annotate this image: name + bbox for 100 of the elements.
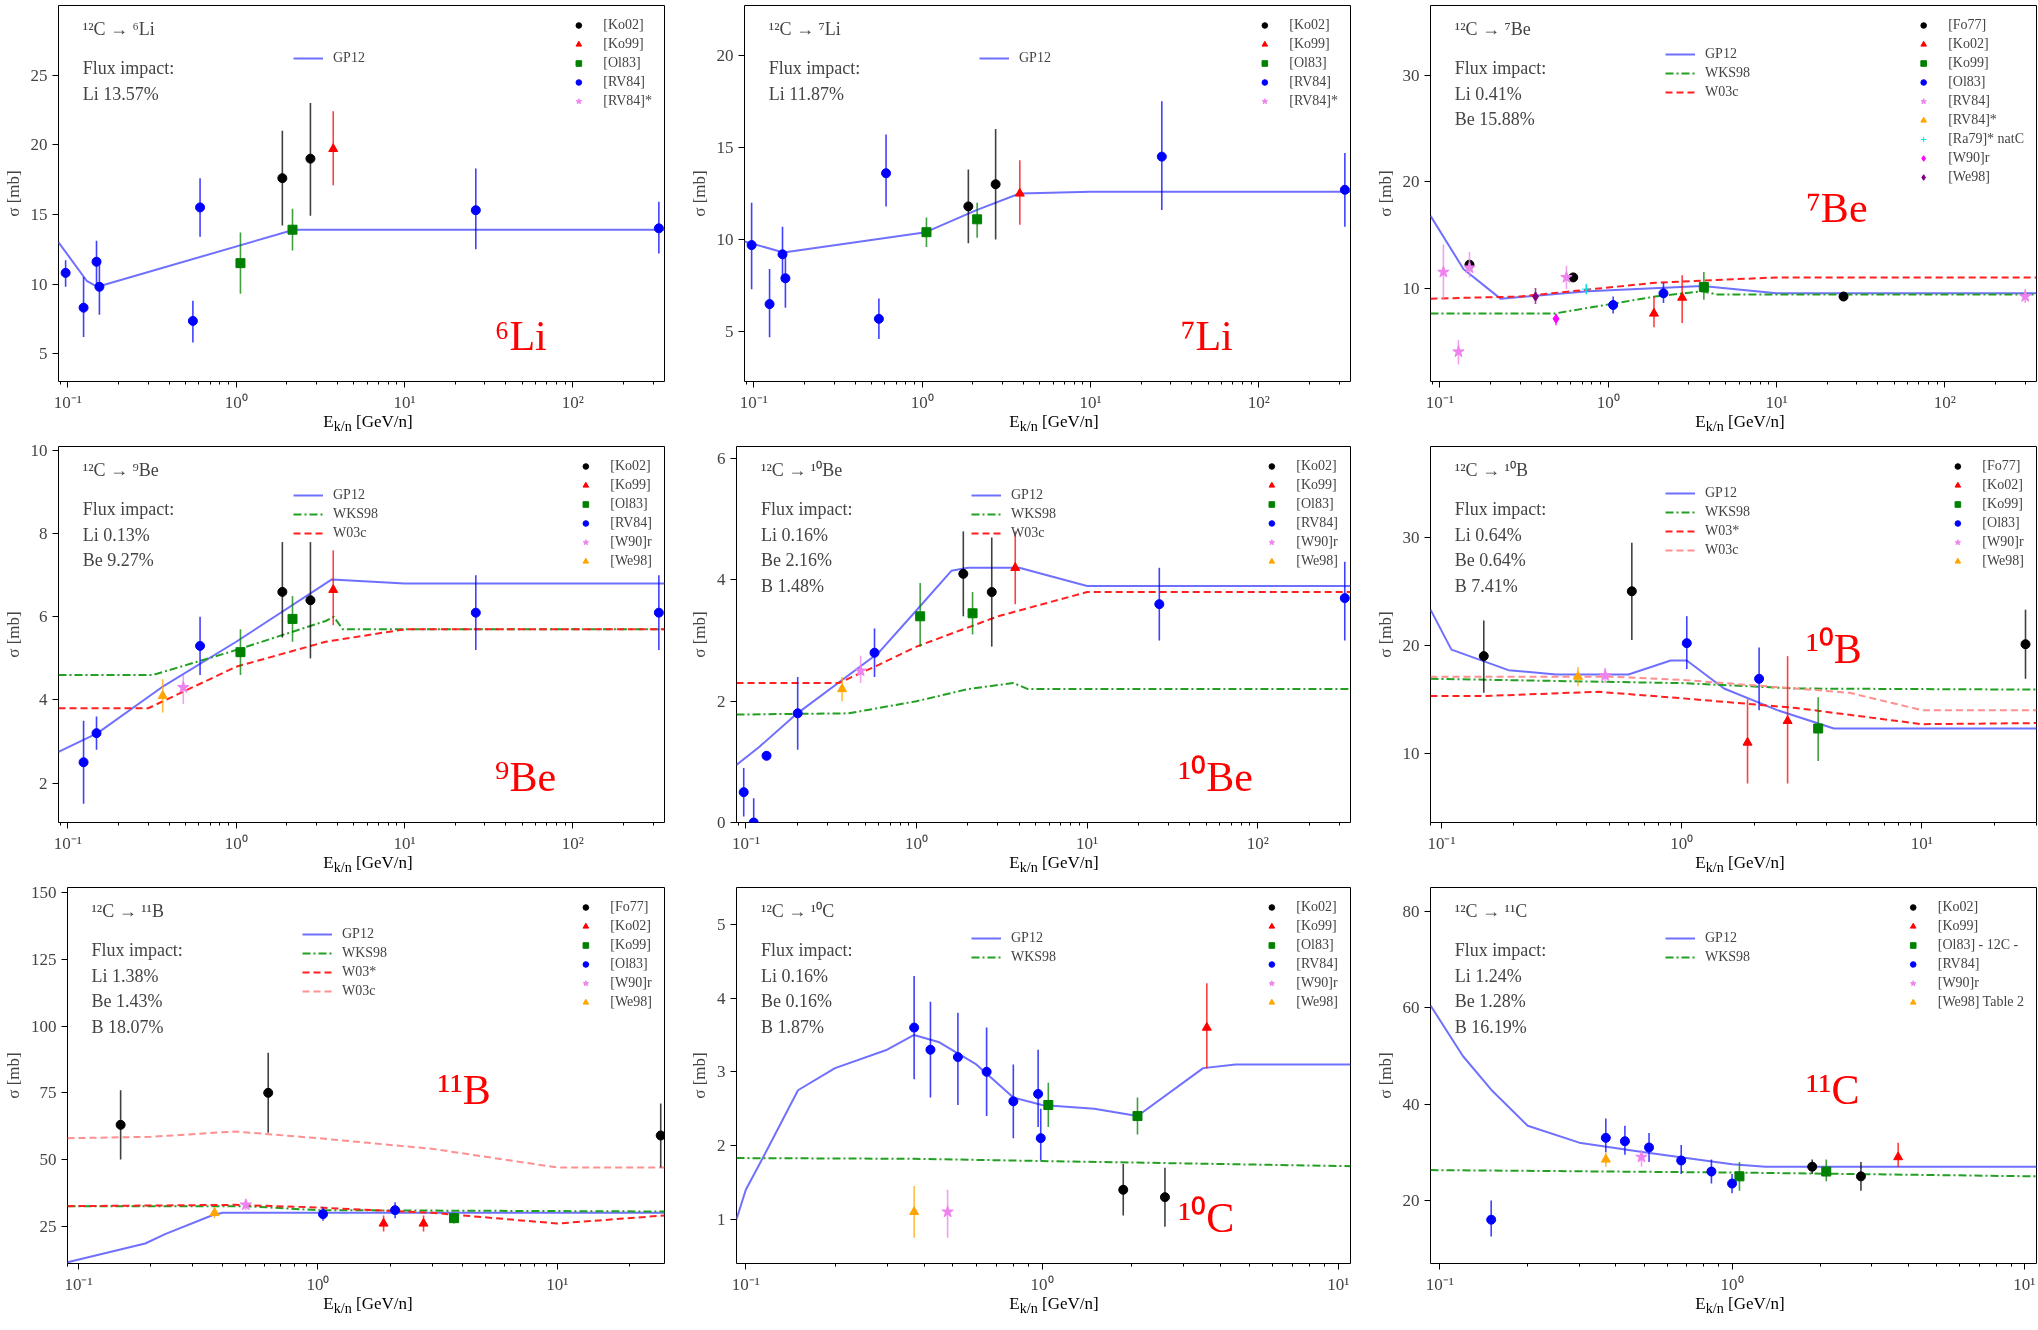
annotation: Li 13.57% [82,83,159,104]
y-tick-label: 10 [30,441,48,461]
legend-label: [W90]r [1948,150,1990,166]
legend-label: W03c [1705,84,1739,100]
legend-label: [Ko99] [1982,496,2023,512]
legend-label: WKS98 [1011,949,1057,965]
text: ¹⁰C [1178,1194,1235,1241]
annotation: Li 0.16% [761,965,829,986]
legend-label: [Ko99] [1948,55,1989,71]
text: ¹²C → ¹¹C [1454,900,1528,921]
y-tick-label: 80 [1402,902,1420,922]
x-tick-label: 10⁻¹ [64,1274,93,1294]
y-tick-label: 15 [30,204,48,224]
legend-label: [Ko99] [1937,918,1979,934]
x-tick-label: 10¹ [1079,392,1102,412]
y-tick-label: 25 [39,1216,57,1236]
x-tick-label: 10⁻¹ [739,392,768,412]
annotation: Flux impact: [1454,499,1547,520]
legend-label: [Ko02] [1948,36,1989,52]
x-tick-label: 10¹ [1327,1274,1350,1294]
legend-label: [Ko02] [1937,899,1979,915]
x-axis-title: E$_{k/n}$ [GeV/n] [323,852,413,878]
x-axis-title: E$_{k/n}$ [GeV/n] [1009,852,1099,878]
legend-label: [Fo77] [610,899,649,915]
y-tick-label: 4 [39,690,48,710]
text: ¹²C → ⁷Be [1454,18,1531,39]
y-tick-label: 50 [39,1150,57,1169]
x-axis-title: E$_{k/n}$ [GeV/n] [1009,411,1099,437]
legend-label: [We98] [1296,553,1338,569]
legend-label: [Ko02] [1296,899,1337,915]
annotation: Be 9.27% [82,550,154,571]
y-tick-label: 150 [31,883,57,903]
x-axis-title: E$_{k/n}$ [GeV/n] [1695,1293,1785,1319]
legend-label: GP12 [333,487,365,503]
y-tick-label: 10 [1402,743,1420,763]
legend-label: [Ko02] [610,918,651,934]
y-axis-title: σ [mb] [4,1052,23,1099]
legend-label: GP12 [1011,930,1043,946]
x-tick-label: 10¹ [1910,833,1933,853]
y-tick-label: 25 [30,65,48,85]
legend-label: [We98] Table 2 [1937,994,2024,1010]
x-tick-label: 10⁻¹ [1425,392,1454,412]
annotation: Be 15.88% [1454,109,1535,130]
y-tick-label: 100 [31,1016,57,1036]
legend-label: W03c [1011,525,1045,541]
x-tick-label: 10² [1247,392,1270,412]
y-tick-label: 20 [716,45,734,65]
x-tick-label: 10¹ [393,392,416,412]
legend-label: [RV84]* [603,93,652,109]
text: ¹²C → ⁹Be [82,459,159,480]
text: ¹²C → ¹¹B [91,900,164,921]
x-tick-label: 10² [1933,392,1956,412]
legend-label: [Ko02] [610,458,651,474]
text: ⁷Be [1806,185,1868,232]
y-tick-label: 40 [1402,1094,1420,1114]
legend-label: [Ra79]* natC [1948,131,2024,147]
legend-label: [W90]r [610,534,652,550]
legend-label: [RV84] [1937,956,1980,972]
y-tick-label: 1 [717,1209,726,1229]
legend-label: [Ko02] [1296,458,1337,474]
x-tick-label: 10¹ [1765,392,1788,412]
legend-label: [Ol83] [1948,74,1986,90]
x-axis-title: E$_{k/n}$ [GeV/n] [1695,852,1785,878]
y-tick-label: 6 [717,449,726,469]
y-tick-label: 4 [717,570,726,590]
text: ⁶Li [494,312,547,359]
x-axis-title: E$_{k/n}$ [GeV/n] [1695,411,1785,437]
x-tick-label: 10¹ [2013,1274,2036,1294]
annotation: Li 0.41% [1454,83,1522,104]
y-axis-title: σ [mb] [3,170,23,217]
legend-label: [We98] [1296,994,1338,1010]
y-tick-label: 10 [1402,278,1420,298]
annotation: B 1.87% [761,1016,825,1037]
y-tick-label: 10 [30,274,48,294]
y-tick-label: 20 [30,135,48,155]
x-tick-label: 10¹ [393,833,416,853]
legend-label: [Ko02] [603,17,644,33]
y-tick-label: 0 [717,813,726,832]
legend-label: [We98] [610,553,652,569]
y-axis-title: σ [mb] [690,1052,709,1099]
annotation: Li 1.24% [1454,965,1522,986]
legend-label: WKS98 [342,945,388,961]
x-tick-label: 10⁻¹ [1427,833,1456,853]
text: ⁷Li [1180,312,1233,359]
annotation: Li 0.64% [1454,524,1522,545]
annotation: Be 0.64% [1454,550,1526,571]
y-tick-label: 5 [717,914,726,934]
legend-label: WKS98 [333,506,379,522]
annotation: Flux impact: [761,499,853,520]
x-tick-label: 10⁻¹ [731,833,761,853]
text: ¹²C → ⁷Li [768,18,841,39]
annotation: Li 0.16% [761,524,829,545]
legend-label: [Ko02] [1982,477,2023,493]
y-axis-title: σ [mb] [1375,170,1395,217]
y-tick-label: 8 [39,524,48,544]
x-tick-label: 10⁻¹ [1425,1274,1454,1294]
legend-label: [RV84]* [1948,112,1997,128]
annotation: Flux impact: [768,58,861,79]
x-tick-label: 10¹ [546,1274,569,1294]
legend-label: [Ko99] [610,937,651,953]
